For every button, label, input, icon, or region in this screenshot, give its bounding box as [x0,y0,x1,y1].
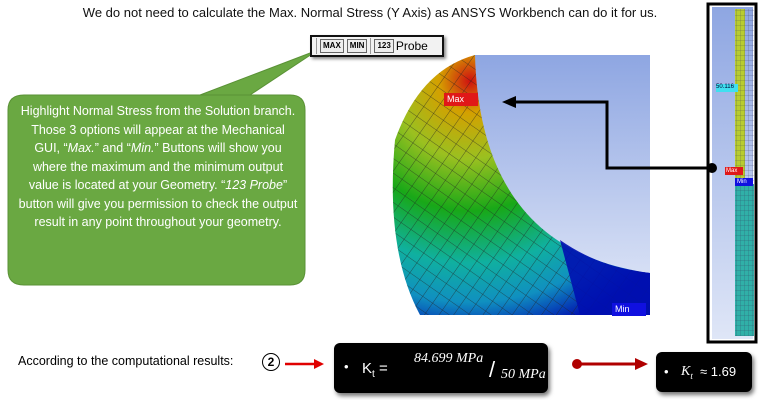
page-title: We do not need to calculate the Max. Nor… [82,5,658,20]
min-tag: Min [615,304,630,314]
callout-text: Highlight Normal Stress from the Solutio… [18,104,298,229]
max-tag: Max [447,94,465,104]
probe-value-tag: 50.116 [716,84,734,90]
kt-result-box: • Kt ≈ 1.69 [656,352,752,392]
stress-contour-plot [392,55,650,315]
probe-button[interactable]: 123 Probe [374,39,428,53]
kt-formula-box: • Kt = 84.699 MPa / 50 MPa [334,343,548,393]
numerator: 84.699 MPa [414,351,484,366]
probe-icon: 123 [374,39,394,53]
denominator: 50 MPa [501,367,546,382]
result-toolbar: MAX MIN 123 Probe [310,35,444,57]
results-intro: According to the computational results: [18,354,234,368]
min-button[interactable]: MIN [346,39,368,53]
side-max-tag: Max [726,168,738,174]
max-button[interactable]: MAX [320,39,344,53]
callout-bubble [7,49,319,286]
side-min-tag: Min [737,179,747,185]
step-number: 2 [262,353,280,371]
kt-value: ≈ 1.69 [700,364,737,379]
